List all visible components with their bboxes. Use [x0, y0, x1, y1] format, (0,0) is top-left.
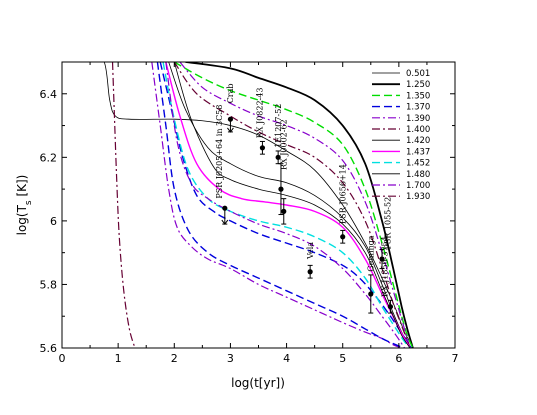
observation-label: PSR J0656+14: [339, 164, 348, 224]
legend-label: 1.437: [406, 147, 430, 157]
y-tick-label: 6.4: [40, 88, 58, 101]
svg-text:log(Ts [K]): log(Ts [K]): [15, 175, 34, 236]
legend-label: 1.350: [406, 91, 430, 101]
data-marker: [307, 269, 313, 275]
legend-item: 1.700: [372, 181, 430, 191]
observation-label: 1E1207-52: [274, 104, 283, 148]
legend-item: 1.350: [372, 91, 430, 101]
observation-point: RX J1856-3754: [381, 236, 394, 314]
series-line-1_452: [162, 62, 411, 348]
axis-ticks: 0 1 2 3 4 5 6 7 5.6 5.8 6 6.2 6.4: [40, 62, 459, 365]
data-marker: [222, 205, 228, 211]
legend-item: 1.437: [372, 147, 430, 157]
x-tick-label: 4: [283, 352, 290, 365]
observation-label: Geminga: [367, 235, 376, 272]
observation-point: PSR 1055-52: [379, 197, 392, 270]
data-marker: [379, 256, 385, 262]
observation-label: RX J1856-3754: [381, 236, 390, 297]
data-marker: [227, 116, 234, 122]
observation-label: PSR 1055-52: [383, 197, 392, 250]
legend-label: 1.700: [406, 181, 430, 191]
data-marker: [259, 145, 266, 151]
observation-point: RX J0002-62: [278, 119, 289, 216]
observation-point: [281, 198, 287, 225]
series-line-1_390: [179, 62, 411, 348]
legend-label: 1.930: [406, 192, 430, 202]
series-line-1_350: [173, 62, 414, 348]
data-marker: [340, 234, 346, 240]
legend-item: 1.480: [372, 170, 430, 180]
legend-item: 1.420: [372, 136, 430, 146]
legend-label: 1.400: [406, 125, 430, 135]
data-marker: [275, 154, 281, 160]
data-marker: [368, 291, 374, 297]
observation-label: RX J0822-43: [255, 88, 264, 139]
series-line-1_480: [173, 62, 411, 348]
legend-item: 1.930: [372, 192, 430, 202]
upper-limit-arrow: [221, 219, 229, 225]
x-tick-label: 3: [227, 352, 234, 365]
legend-label: 0.501: [406, 69, 430, 79]
series-line-unlabeled: [165, 62, 405, 348]
legend-label: 1.370: [406, 103, 430, 113]
observation-point: PSR J0656+14: [339, 164, 348, 244]
observation-label: Vela: [306, 242, 315, 260]
series-line-1_250: [185, 62, 414, 348]
observation-point: Crab: [226, 83, 235, 133]
upper-limit-arrow: [227, 127, 234, 133]
legend-item: 1.390: [372, 114, 430, 124]
series-line-1_930: [111, 62, 136, 348]
observation-point: RX J0822-43: [255, 88, 266, 155]
legend-label: 1.452: [406, 159, 430, 169]
y-tick-label: 5.6: [40, 342, 58, 355]
observation-point: Geminga: [367, 235, 376, 314]
x-tick-label: 2: [171, 352, 178, 365]
series-line-1_400: [173, 62, 411, 348]
x-tick-label: 0: [59, 352, 66, 365]
observation-point: Vela: [306, 242, 315, 279]
series-line-1_700: [151, 62, 402, 348]
legend-label: 1.390: [406, 114, 430, 124]
legend-label: 1.250: [406, 80, 430, 90]
data-marker: [278, 186, 284, 192]
observation-label: Crab: [226, 83, 235, 103]
legend-item: 1.250: [372, 80, 430, 90]
series-line-1_420: [168, 62, 411, 348]
legend-label: 1.480: [406, 170, 430, 180]
data-marker: [387, 304, 394, 310]
y-tick-label: 6.2: [40, 151, 58, 164]
observation-label: RX J0002-62: [280, 119, 289, 170]
x-tick-label: 7: [452, 352, 459, 365]
observation-label: PSR J0205+64 in 3C58: [215, 105, 224, 199]
series-layer: [90, 62, 414, 348]
y-tick-label: 5.8: [40, 278, 58, 291]
x-tick-label: 6: [395, 352, 402, 365]
observation-point: PSR J0205+64 in 3C58: [215, 105, 229, 225]
y-tick-label: 6: [50, 215, 57, 228]
legend-label: 1.420: [406, 136, 430, 146]
legend-item: 1.400: [372, 125, 430, 135]
legend-item: 1.370: [372, 103, 430, 113]
observation-point: 1E1207-52: [274, 104, 283, 165]
series-line-unlabeled: [156, 62, 405, 348]
x-tick-label: 5: [339, 352, 346, 365]
data-marker: [281, 208, 287, 214]
y-axis-label: log(Ts [K]): [15, 175, 34, 236]
legend-item: 1.452: [372, 159, 430, 169]
legend-item: 0.501: [372, 69, 430, 79]
x-tick-label: 1: [115, 352, 122, 365]
x-axis-label: log(t[yr]): [231, 376, 285, 390]
